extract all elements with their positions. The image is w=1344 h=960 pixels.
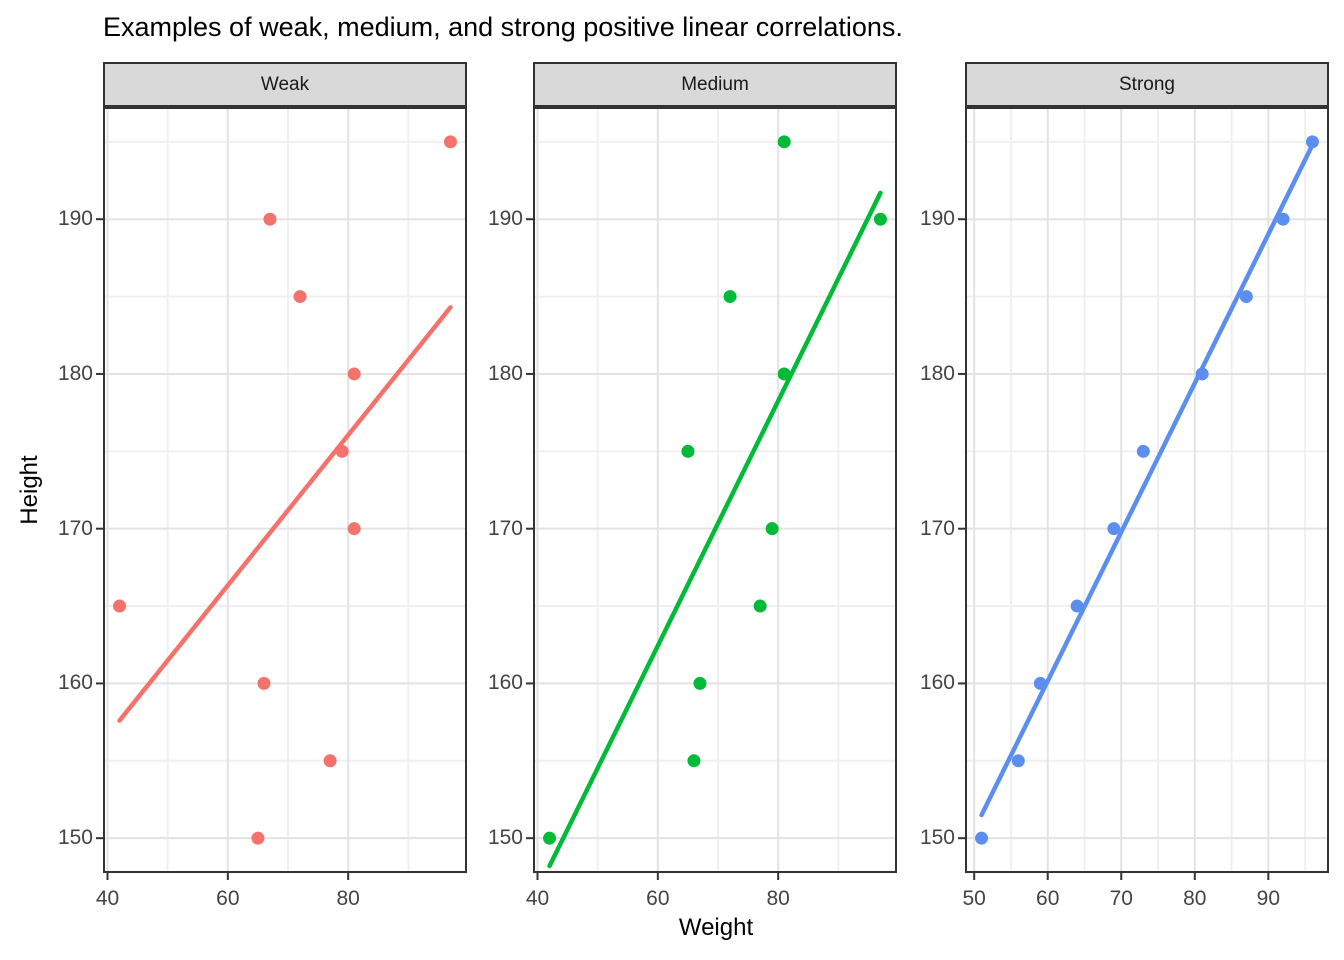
facet-strip-label: Weak bbox=[260, 73, 310, 95]
gridlines-minor bbox=[103, 107, 467, 873]
y-tick-label: 160 bbox=[57, 671, 93, 695]
y-tick-label: 180 bbox=[919, 361, 955, 385]
x-tick-label: 40 bbox=[95, 887, 120, 910]
data-point bbox=[335, 444, 349, 458]
y-tick-label: 150 bbox=[57, 826, 93, 850]
x-tick-label: 80 bbox=[336, 887, 360, 910]
data-point bbox=[1305, 135, 1319, 149]
data-point bbox=[723, 290, 737, 304]
data-point bbox=[543, 831, 557, 845]
facet-panel-medium: Medium 40 60 80 150 160 170 180 190 bbox=[463, 62, 923, 922]
x-tick-label: 90 bbox=[1256, 887, 1281, 910]
y-tick-label: 180 bbox=[57, 361, 93, 385]
gridlines-major bbox=[103, 107, 467, 873]
panel-background bbox=[103, 107, 467, 873]
x-tick-label: 60 bbox=[216, 887, 240, 910]
facet-panel-weak: Weak 40 60 80 150 160 170 180 190 bbox=[33, 62, 493, 922]
data-point bbox=[443, 135, 457, 149]
plot-area-weak bbox=[96, 107, 467, 880]
data-points bbox=[113, 135, 457, 845]
y-tick-label: 190 bbox=[57, 207, 93, 231]
data-points bbox=[975, 135, 1319, 845]
y-tick-label: 190 bbox=[487, 207, 523, 231]
plot-area-medium bbox=[526, 107, 897, 880]
data-point bbox=[1070, 599, 1084, 613]
axis-tick-marks bbox=[958, 218, 1270, 880]
gridlines-major bbox=[965, 107, 1329, 873]
data-point bbox=[777, 135, 791, 149]
data-point bbox=[293, 290, 307, 304]
data-point bbox=[1033, 676, 1047, 690]
panel-border bbox=[103, 107, 467, 873]
data-point bbox=[251, 831, 265, 845]
facet-strip-strong: Strong bbox=[965, 62, 1329, 107]
data-point bbox=[687, 754, 701, 768]
facet-strip-label: Medium bbox=[681, 73, 749, 95]
x-tick-label: 40 bbox=[525, 887, 550, 910]
y-axis-title: Height bbox=[16, 455, 43, 525]
y-tick-label: 170 bbox=[57, 516, 93, 540]
trend-line bbox=[979, 142, 1315, 818]
x-tick-label: 80 bbox=[766, 887, 790, 910]
data-point bbox=[693, 676, 707, 690]
plot-area-strong bbox=[958, 107, 1329, 880]
x-tick-label: 50 bbox=[962, 887, 986, 910]
facet-strip-label: Strong bbox=[1119, 73, 1175, 95]
x-tick-label: 80 bbox=[1183, 887, 1207, 910]
gridlines-major bbox=[533, 107, 897, 873]
y-tick-label: 170 bbox=[487, 516, 523, 540]
gridlines-minor bbox=[533, 107, 897, 873]
data-point bbox=[263, 212, 277, 226]
facet-panel-strong: Strong 50 60 70 80 90 150 160 170 180 190 bbox=[895, 62, 1344, 922]
panel-border bbox=[533, 107, 897, 873]
x-tick-label: 70 bbox=[1109, 887, 1133, 910]
data-point bbox=[873, 212, 887, 226]
data-point bbox=[1276, 212, 1290, 226]
data-points bbox=[543, 135, 887, 845]
data-point bbox=[975, 831, 989, 845]
y-tick-label: 180 bbox=[487, 361, 523, 385]
data-point bbox=[765, 522, 779, 536]
panel-background bbox=[533, 107, 897, 873]
data-point bbox=[681, 444, 695, 458]
chart-title: Examples of weak, medium, and strong pos… bbox=[103, 12, 903, 42]
data-point bbox=[753, 599, 767, 613]
y-tick-label: 170 bbox=[919, 516, 955, 540]
panel-border bbox=[965, 107, 1329, 873]
data-point bbox=[1239, 290, 1253, 304]
data-point bbox=[1107, 522, 1121, 536]
facet-strip-medium: Medium bbox=[533, 62, 897, 107]
data-point bbox=[257, 676, 271, 690]
data-point bbox=[1011, 754, 1025, 768]
data-point bbox=[1195, 367, 1209, 381]
x-tick-label: 60 bbox=[646, 887, 670, 910]
data-point bbox=[323, 754, 337, 768]
trend-line bbox=[547, 190, 883, 869]
y-tick-label: 150 bbox=[919, 826, 955, 850]
data-point bbox=[113, 599, 127, 613]
facet-strip-weak: Weak bbox=[103, 62, 467, 107]
data-point bbox=[1136, 444, 1150, 458]
data-point bbox=[347, 522, 361, 536]
y-tick-label: 150 bbox=[487, 826, 523, 850]
y-tick-label: 160 bbox=[487, 671, 523, 695]
y-tick-label: 190 bbox=[919, 207, 955, 231]
axis-tick-marks bbox=[96, 218, 350, 880]
data-point bbox=[347, 367, 361, 381]
axis-tick-marks bbox=[526, 218, 780, 880]
trend-line bbox=[117, 305, 453, 723]
x-tick-label: 60 bbox=[1036, 887, 1060, 910]
data-point bbox=[777, 367, 791, 381]
x-axis-title: Weight bbox=[678, 914, 754, 941]
y-tick-label: 160 bbox=[919, 671, 955, 695]
